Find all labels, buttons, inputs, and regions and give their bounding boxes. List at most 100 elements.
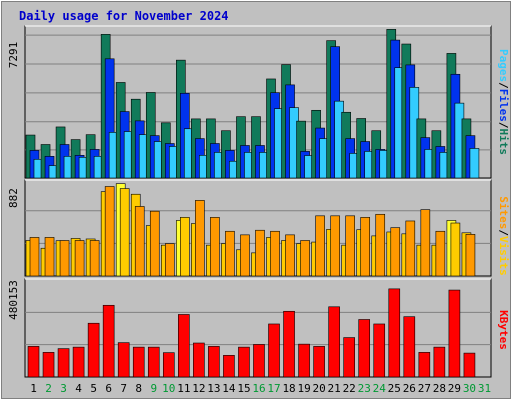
kbytes-bar — [238, 346, 250, 378]
kbytes-bar — [57, 348, 70, 378]
legend-entry: / — [497, 122, 510, 129]
sites-bar — [180, 217, 190, 277]
kbytes-bar — [268, 323, 280, 378]
kbytes-bar — [448, 289, 461, 378]
panel-max-label: 7291 — [7, 42, 20, 69]
panel-legend: Pages/Files/Hits — [497, 49, 510, 155]
sites-bar — [210, 217, 220, 277]
kbytes-bar — [178, 314, 190, 378]
x-tick-label: 5 — [90, 382, 97, 395]
panel-kbytes — [24, 278, 492, 378]
sites-bar — [420, 209, 431, 277]
x-tick-label: 3 — [60, 382, 67, 395]
chart-panels: 7291 882 480153 Pages/Files/Hits Sites/Visit… — [7, 25, 510, 378]
x-tick-label: 11 — [177, 382, 190, 395]
sites-bar — [405, 220, 416, 277]
x-tick-label: 19 — [297, 382, 310, 395]
kbytes-bar — [27, 346, 40, 378]
x-tick-label: 13 — [207, 382, 220, 395]
legend-entry: Visits — [497, 236, 510, 276]
kbytes-bar — [388, 288, 401, 378]
x-tick-label: 2 — [45, 382, 52, 395]
x-tick-label: 22 — [343, 382, 356, 395]
kbytes-bar — [162, 352, 175, 378]
kbytes-bar — [343, 337, 355, 378]
panel-legend: KBytes — [497, 310, 510, 350]
sites-bar — [195, 200, 205, 277]
kbytes-bar — [358, 319, 371, 378]
x-tick-label: 25 — [388, 382, 401, 395]
sites-bar — [240, 234, 250, 277]
kbytes-bar — [147, 346, 160, 378]
panel-max-label: 480153 — [7, 280, 20, 320]
legend-entry: Hits — [497, 129, 510, 156]
x-tick-label: 26 — [403, 382, 416, 395]
sites-bar — [59, 240, 70, 277]
sites-bar — [89, 240, 100, 277]
x-tick-label: 21 — [328, 382, 341, 395]
x-tick-label: 10 — [162, 382, 175, 395]
sites-bar — [285, 234, 295, 277]
sites-bar — [164, 243, 175, 277]
kbytes-bar — [102, 304, 115, 378]
x-tick-label: 18 — [282, 382, 295, 395]
sites-bar — [330, 215, 340, 277]
sites-bar — [300, 240, 310, 277]
kbytes-bar — [42, 352, 55, 378]
x-tick-label: 31 — [478, 382, 491, 395]
kbytes-bar — [283, 310, 295, 378]
x-tick-label: 28 — [433, 382, 446, 395]
sites-bar — [255, 229, 265, 277]
legend-entry: KBytes — [497, 310, 510, 350]
sites-bar — [345, 215, 355, 277]
legend-entry: / — [497, 82, 510, 89]
pages-bar — [469, 148, 480, 179]
kbytes-bar — [117, 342, 130, 378]
x-tick-label: 6 — [105, 382, 112, 395]
panel-legend: Sites/Visits — [497, 196, 510, 276]
kbytes-bar — [193, 342, 205, 378]
x-tick-label: 12 — [192, 382, 205, 395]
panel-sites_visits — [24, 179, 492, 277]
x-tick-label: 8 — [135, 382, 142, 395]
panel-hits_files_pages — [24, 25, 492, 179]
x-tick-label: 17 — [267, 382, 280, 395]
kbytes-bar — [132, 346, 145, 378]
sites-bar — [74, 240, 85, 277]
x-tick-label: 9 — [150, 382, 157, 395]
sites-bar — [29, 237, 40, 277]
legend-entry: / — [497, 229, 510, 236]
x-tick-label: 29 — [448, 382, 461, 395]
sites-bar — [134, 206, 145, 277]
kbytes-bar — [403, 316, 416, 378]
x-tick-label: 4 — [75, 382, 82, 395]
x-tick-label: 1 — [30, 382, 37, 395]
kbytes-bar — [433, 346, 446, 378]
sites-bar — [465, 234, 476, 277]
x-tick-label: 23 — [358, 382, 371, 395]
x-tick-label: 16 — [252, 382, 265, 395]
x-tick-label: 30 — [463, 382, 476, 395]
kbytes-bar — [328, 306, 340, 378]
kbytes-bar — [418, 352, 431, 378]
kbytes-bar — [223, 355, 235, 378]
sites-bar — [270, 230, 280, 277]
sites-bar — [375, 213, 386, 277]
sites-bar — [390, 227, 401, 277]
sites-bar — [450, 222, 461, 277]
x-tick-label: 27 — [418, 382, 431, 395]
sites-bar — [44, 237, 55, 277]
kbytes-bar — [373, 323, 386, 378]
sites-bar — [225, 230, 235, 277]
kbytes-bar — [87, 322, 100, 378]
kbytes-bar — [72, 346, 85, 378]
kbytes-bar — [298, 343, 310, 378]
chart-title: Daily usage for November 2024 — [19, 9, 229, 23]
sites-bar — [104, 186, 115, 277]
sites-bar — [315, 215, 325, 277]
legend-entry: Pages — [497, 49, 510, 82]
kbytes-bar — [313, 346, 325, 378]
x-tick-label: 20 — [313, 382, 326, 395]
x-tick-label: 14 — [222, 382, 236, 395]
panel-max-label: 882 — [7, 188, 20, 208]
